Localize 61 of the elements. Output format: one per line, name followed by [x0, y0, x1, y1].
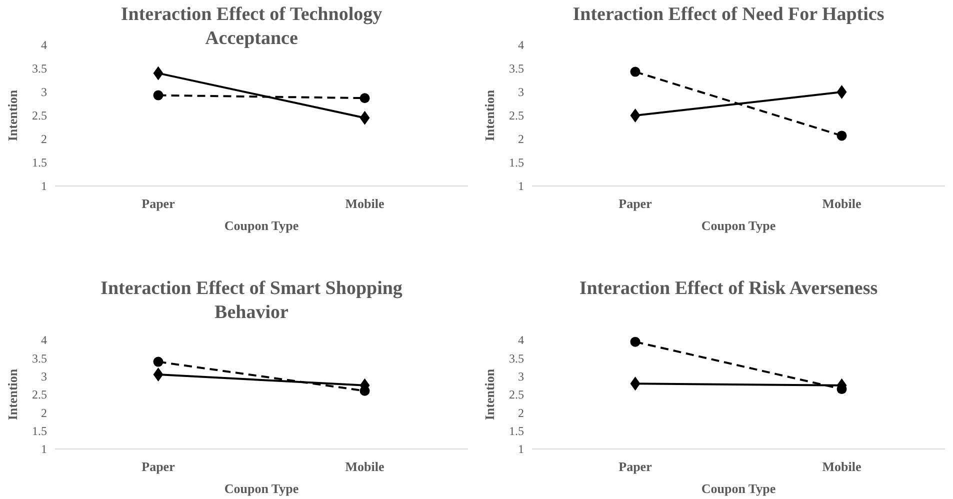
point	[630, 66, 640, 77]
y-tick-label: 3	[518, 85, 524, 100]
y-tick-label: 2	[518, 132, 524, 146]
x-tick-label: Paper	[618, 459, 652, 474]
point	[360, 386, 370, 396]
y-tick-label: 3	[41, 85, 47, 100]
chart-title: Interaction Effect of Technology Acceptance	[120, 4, 383, 49]
point	[153, 356, 164, 367]
y-tick-label: 3.5	[32, 351, 47, 366]
x-tick-label: Mobile	[345, 196, 384, 211]
y-tick-label: 3.5	[509, 62, 524, 76]
point	[630, 108, 640, 122]
y-tick-label: 4	[41, 38, 47, 52]
y-tick-label: 1	[518, 442, 524, 456]
x-axis-title: Coupon Type	[701, 481, 776, 496]
y-tick-label: 2	[41, 132, 47, 146]
y-tick-label: 3	[518, 370, 524, 384]
point	[836, 85, 847, 99]
x-tick-label: Mobile	[822, 196, 862, 211]
y-tick-label: 2.5	[32, 388, 47, 402]
y-tick-label: 3	[41, 370, 47, 384]
y-tick-label: 3.5	[32, 62, 47, 76]
y-tick-label: 2	[41, 406, 47, 420]
y-axis-title: Intention	[482, 368, 497, 420]
chart-title: Interaction Effect of Smart Shopping Behavior	[100, 278, 403, 323]
y-tick-label: 2.5	[509, 108, 524, 123]
y-tick-label: 2.5	[32, 108, 47, 123]
point	[153, 90, 164, 100]
chart-title: Interaction Effect of Risk Averseness	[579, 278, 878, 299]
y-axis-title: Intention	[482, 89, 497, 142]
y-tick-label: 1	[41, 179, 47, 194]
x-axis-title: Coupon Type	[701, 218, 776, 233]
point	[360, 93, 370, 104]
y-tick-label: 4	[518, 333, 524, 348]
y-tick-label: 4	[41, 333, 47, 348]
x-tick-label: Mobile	[822, 459, 862, 474]
point	[153, 66, 164, 80]
y-tick-label: 4	[518, 38, 524, 52]
y-tick-label: 3.5	[509, 351, 524, 366]
y-tick-label: 1	[41, 442, 47, 456]
x-axis-title: Coupon Type	[224, 218, 299, 233]
chart-title: Interaction Effect of Need For Haptics	[572, 4, 884, 25]
point	[630, 376, 640, 391]
point	[836, 130, 847, 141]
y-tick-label: 1.5	[32, 156, 47, 170]
y-axis-title: Intention	[5, 368, 20, 420]
x-tick-label: Paper	[618, 196, 652, 211]
y-tick-label: 1.5	[509, 424, 524, 438]
y-tick-label: 1.5	[32, 424, 47, 438]
x-tick-label: Paper	[142, 196, 176, 211]
x-axis-title: Coupon Type	[224, 481, 299, 496]
point	[630, 336, 640, 347]
x-tick-label: Mobile	[345, 459, 384, 474]
point	[153, 368, 164, 382]
x-tick-label: Paper	[142, 459, 176, 474]
y-tick-label: 2.5	[509, 388, 524, 402]
y-axis-title: Intention	[5, 89, 20, 142]
y-tick-label: 2	[518, 406, 524, 420]
y-tick-label: 1	[518, 179, 524, 194]
point	[360, 110, 370, 125]
y-tick-label: 1.5	[509, 156, 524, 170]
